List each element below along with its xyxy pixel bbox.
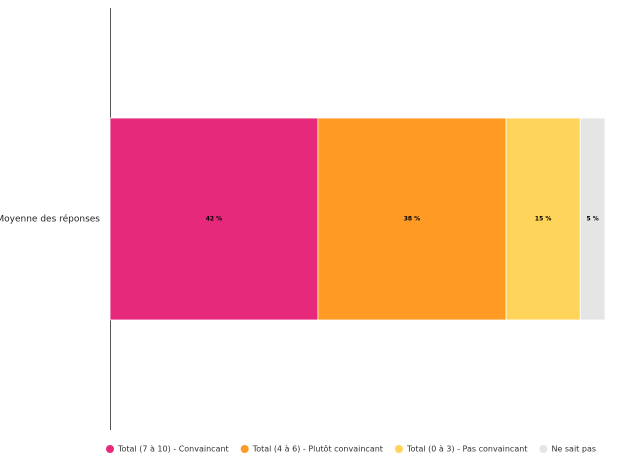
legend-label: Ne sait pas <box>551 445 596 454</box>
y-tick-label: Moyenne des réponses <box>0 214 100 225</box>
value-label: 15 % <box>535 216 551 223</box>
legend-marker <box>394 445 403 453</box>
bar-segment <box>109 117 319 321</box>
legend-marker <box>539 445 548 453</box>
bar-segment <box>317 117 507 321</box>
bar-segment <box>505 117 581 321</box>
bar-segment <box>579 117 606 321</box>
value-label: 38 % <box>404 216 420 223</box>
legend-marker <box>106 445 114 453</box>
legend-label: Total (4 à 6) - Plutôt convaincant <box>252 444 383 454</box>
value-label: 5 % <box>586 216 598 223</box>
legend-label: Total (7 à 10) - Convaincant <box>117 445 229 454</box>
legend-label: Total (0 à 3) - Pas convaincant <box>406 445 528 454</box>
value-label: 42 % <box>206 216 222 223</box>
legend-marker <box>240 445 249 453</box>
